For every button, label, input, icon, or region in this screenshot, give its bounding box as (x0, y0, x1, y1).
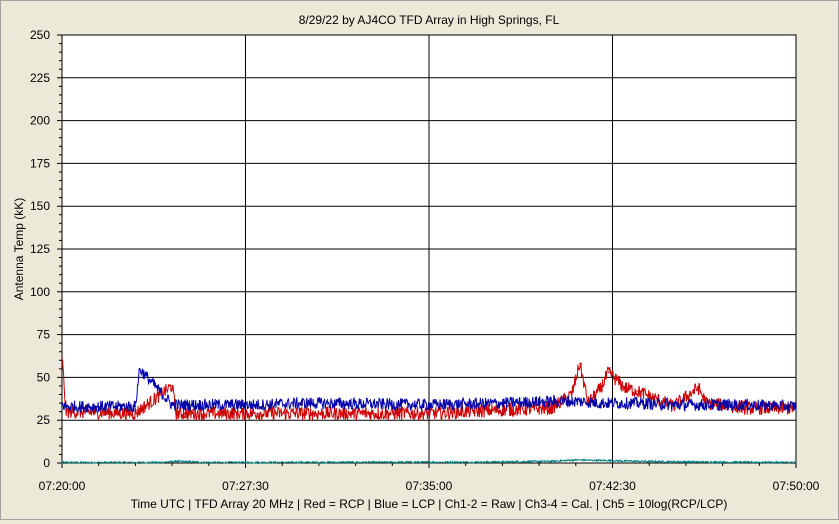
series-layer (61, 356, 797, 465)
data-point-rcp (636, 390, 638, 392)
data-point-ratio (575, 459, 577, 461)
x-tick-label: 07:27:30 (222, 479, 269, 493)
data-point-rcp (305, 412, 308, 415)
data-point-lcp (550, 400, 553, 403)
y-tick-label: 75 (37, 328, 51, 342)
y-tick-labels: 0 25 50 75 100 125 150 175 200 225 250 (30, 28, 50, 470)
y-tick-label: 0 (43, 456, 50, 470)
x-tick-labels: 07:20:00 07:27:30 07:35:00 07:42:30 07:50:00 (39, 479, 820, 493)
data-point-rcp (697, 386, 699, 389)
y-axis-label: Antenna Temp (kK) (12, 198, 26, 301)
data-point-rcp (61, 356, 63, 358)
data-point-lcp (599, 402, 602, 404)
data-point-rcp (175, 412, 177, 415)
data-point-lcp (138, 368, 141, 370)
data-point-lcp (636, 402, 638, 404)
data-point-lcp (705, 403, 708, 406)
data-point-lcp (134, 405, 137, 408)
x-axis-label: Time UTC | TFD Array 20 MHz | Red = RCP … (131, 497, 728, 511)
x-tick-label: 07:20:00 (39, 479, 86, 493)
data-point-lcp (305, 402, 308, 404)
y-tick-label: 125 (30, 242, 50, 256)
data-point-rcp (579, 362, 581, 365)
data-point-rcp (183, 412, 186, 415)
data-point-ratio (175, 460, 177, 463)
data-point-rcp (607, 371, 610, 374)
x-tick-label: 07:50:00 (773, 479, 820, 493)
data-point-ratio (648, 460, 650, 463)
y-tick-label: 200 (30, 114, 50, 128)
x-tick-label: 07:42:30 (589, 479, 636, 493)
x-tick-label: 07:35:00 (406, 479, 453, 493)
y-tick-label: 25 (37, 413, 51, 427)
y-tick-label: 50 (37, 370, 51, 384)
data-point-rcp (550, 407, 553, 410)
data-point-lcp (65, 405, 67, 408)
data-point-rcp (134, 412, 137, 415)
data-point-rcp (599, 388, 602, 391)
data-point-rcp (501, 409, 504, 411)
data-point-rcp (428, 412, 430, 415)
data-point-ratio (599, 459, 602, 462)
y-tick-label: 225 (30, 71, 50, 85)
series-line-ratio (61, 458, 797, 465)
data-point-lcp (171, 403, 173, 406)
data-point-lcp (61, 403, 63, 406)
data-point-ratio (61, 461, 63, 464)
series-line-lcp (61, 368, 797, 415)
data-point-rcp (623, 386, 626, 389)
data-point-rcp (65, 410, 67, 413)
data-point-lcp (746, 403, 748, 406)
data-point-rcp (256, 412, 259, 415)
data-point-rcp (171, 385, 173, 387)
data-point-lcp (428, 403, 430, 406)
data-point-ratio (721, 461, 724, 463)
y-tick-label: 175 (30, 156, 50, 170)
y-tick-label: 250 (30, 28, 50, 42)
minor-ticks (57, 34, 797, 468)
data-point-rcp (570, 393, 573, 396)
data-point-ratio (208, 461, 210, 464)
data-point-lcp (256, 403, 259, 406)
data-point-lcp (672, 403, 675, 406)
data-point-lcp (579, 400, 581, 403)
y-tick-label: 150 (30, 199, 50, 213)
chart-title: 8/29/22 by AJ4CO TFD Array in High Sprin… (299, 13, 560, 27)
data-point-ratio (477, 461, 479, 463)
data-point-ratio (159, 461, 161, 464)
data-point-ratio (795, 461, 797, 464)
grid (62, 35, 796, 463)
data-point-lcp (795, 405, 797, 408)
data-point-lcp (501, 402, 504, 404)
data-point-ratio (550, 460, 553, 463)
data-point-ratio (623, 460, 626, 462)
y-tick-label: 100 (30, 285, 50, 299)
